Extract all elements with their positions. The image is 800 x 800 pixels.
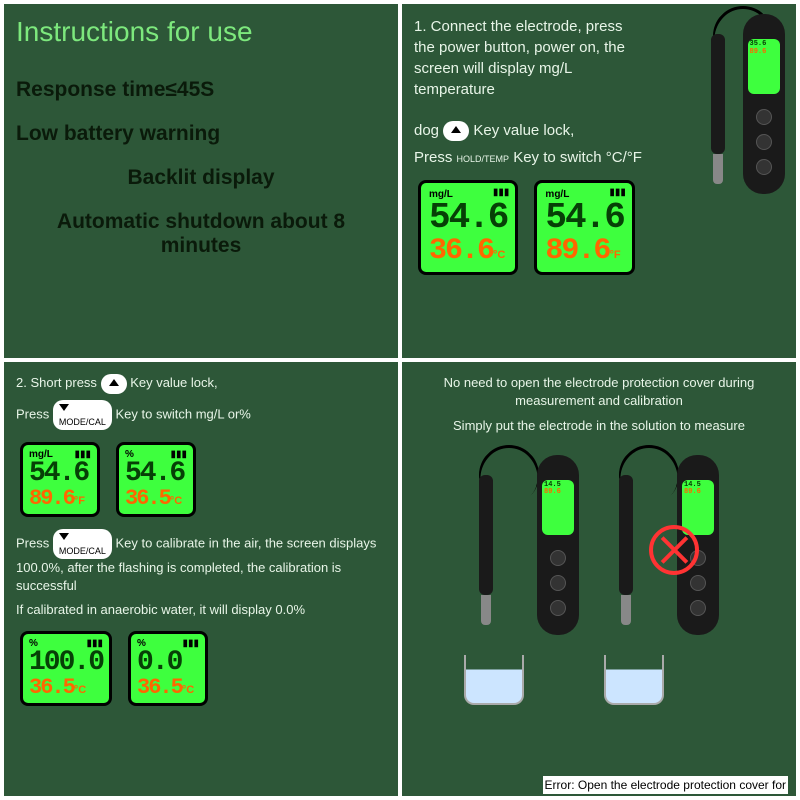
lcd-display-1: ▮▮▮ mg/L 54.6 36.6°C bbox=[418, 180, 518, 275]
lcd-tempunit: °C bbox=[493, 249, 505, 261]
lcd-display-4: ▮▮▮ % 54.6 36.5°C bbox=[116, 442, 196, 517]
lcd-tempunit: °C bbox=[182, 684, 194, 696]
step1-line3: Press HOLD/TEMP Key to switch °C/°F bbox=[414, 147, 784, 168]
panel-usage: No need to open the electrode protection… bbox=[402, 362, 796, 796]
device-button-icon bbox=[756, 134, 772, 150]
key-label: MODE/CAL bbox=[59, 416, 106, 429]
battery-icon: ▮▮▮ bbox=[609, 187, 626, 198]
lcd-tempunit: °F bbox=[74, 495, 85, 507]
text: Press bbox=[414, 149, 452, 166]
usage-text2: Simply put the electrode in the solution… bbox=[414, 417, 784, 435]
lcd-temp: 36.6 bbox=[429, 234, 493, 268]
screen-temp: 89.6 bbox=[750, 49, 778, 57]
lcd-tempunit: °C bbox=[170, 495, 182, 507]
key-down-icon: MODE/CAL bbox=[53, 529, 112, 559]
usage-text1: No need to open the electrode protection… bbox=[414, 374, 784, 410]
text: Press bbox=[16, 535, 49, 550]
lcd-value: 0.0 bbox=[137, 649, 199, 677]
panel-step1: 1. Connect the electrode, press the powe… bbox=[402, 4, 796, 358]
lcd-tempunit: °F bbox=[609, 249, 620, 261]
battery-icon: ▮▮▮ bbox=[87, 638, 104, 649]
step2-line4: If calibrated in anaerobic water, it wil… bbox=[16, 601, 386, 619]
probe-icon bbox=[619, 475, 633, 595]
main-title: Instructions for use bbox=[16, 16, 386, 48]
step1-text: 1. Connect the electrode, press the powe… bbox=[414, 16, 644, 100]
lcd-display-6: ▮▮▮ % 0.0 36.5°C bbox=[128, 631, 208, 706]
feature-2: Low battery warning bbox=[16, 122, 386, 146]
feature-3: Backlit display bbox=[16, 166, 386, 190]
device-illustration: 35.6 89.6 bbox=[741, 14, 786, 294]
panel-features: Instructions for use Response time≤45S L… bbox=[4, 4, 398, 358]
device-screen: 14.5 89.6 bbox=[542, 480, 574, 535]
key-up-icon bbox=[443, 121, 469, 140]
glass-icon bbox=[464, 655, 524, 705]
battery-icon: ▮▮▮ bbox=[183, 638, 200, 649]
device-wrong: 14.5 89.6 bbox=[619, 445, 719, 725]
feature-4: Automatic shutdown about 8 minutes bbox=[16, 210, 386, 258]
battery-icon: ▮▮▮ bbox=[493, 187, 510, 198]
lcd-row: ▮▮▮ mg/L 54.6 36.6°C ▮▮▮ mg/L 54.6 89.6°… bbox=[414, 176, 784, 279]
text: Key to switch mg/L or% bbox=[116, 406, 251, 421]
device-button-icon bbox=[690, 575, 706, 591]
device-button-icon bbox=[550, 550, 566, 566]
cross-icon bbox=[649, 525, 699, 575]
device-button-icon bbox=[690, 600, 706, 616]
battery-icon: ▮▮▮ bbox=[170, 449, 187, 460]
step2-line3: Press MODE/CAL Key to calibrate in the a… bbox=[16, 529, 386, 595]
key-label: MODE/CAL bbox=[59, 545, 106, 558]
lcd-row: ▮▮▮ % 100.0 36.5°C ▮▮▮ % 0.0 36.5°C bbox=[16, 627, 386, 710]
lcd-temp: 36.5 bbox=[137, 675, 182, 700]
lcd-value: 54.6 bbox=[429, 200, 507, 236]
battery-icon: ▮▮▮ bbox=[74, 449, 91, 460]
lcd-temp: 89.6 bbox=[545, 234, 609, 268]
text: Key value lock, bbox=[130, 375, 217, 390]
probe-icon bbox=[711, 34, 725, 154]
error-text: Error: Open the electrode protection cov… bbox=[543, 776, 788, 794]
lcd-value: 54.6 bbox=[545, 200, 623, 236]
step1-line2: dog Key value lock, bbox=[414, 120, 784, 141]
lcd-temp: 89.6 bbox=[29, 486, 74, 511]
glass-icon bbox=[604, 655, 664, 705]
lcd-tempunit: °C bbox=[74, 684, 86, 696]
device-screen: 35.6 89.6 bbox=[748, 39, 780, 94]
text: 2. Short press bbox=[16, 375, 97, 390]
text: dog bbox=[414, 122, 439, 139]
screen-temp: 89.6 bbox=[684, 489, 712, 497]
device-body: 35.6 89.6 bbox=[743, 14, 785, 194]
device-button-icon bbox=[550, 600, 566, 616]
screen-temp: 89.6 bbox=[544, 489, 572, 497]
lcd-display-3: ▮▮▮ mg/L 54.6 89.6°F bbox=[20, 442, 100, 517]
lcd-temp: 36.5 bbox=[125, 486, 170, 511]
text: Key value lock, bbox=[473, 122, 574, 139]
device-button-icon bbox=[550, 575, 566, 591]
text: Press bbox=[16, 406, 49, 421]
lcd-row: ▮▮▮ mg/L 54.6 89.6°F ▮▮▮ % 54.6 36.5°C bbox=[16, 438, 386, 521]
lcd-display-2: ▮▮▮ mg/L 54.6 89.6°F bbox=[534, 180, 634, 275]
device-body: 14.5 89.6 bbox=[537, 455, 579, 635]
lcd-value: 100.0 bbox=[29, 649, 103, 677]
lcd-value: 54.6 bbox=[125, 460, 187, 488]
key-up-icon bbox=[101, 374, 127, 393]
device-correct: 14.5 89.6 bbox=[479, 445, 579, 725]
device-button-icon bbox=[756, 159, 772, 175]
lcd-value: 54.6 bbox=[29, 460, 91, 488]
key-label: HOLD/TEMP bbox=[457, 154, 510, 164]
key-down-icon: MODE/CAL bbox=[53, 400, 112, 430]
device-button-icon bbox=[756, 109, 772, 125]
lcd-temp: 36.5 bbox=[29, 675, 74, 700]
text: Key to switch °C/°F bbox=[513, 149, 642, 166]
panel-step2: 2. Short press Key value lock, Press MOD… bbox=[4, 362, 398, 796]
lcd-display-5: ▮▮▮ % 100.0 36.5°C bbox=[20, 631, 112, 706]
device-screen: 14.5 89.6 bbox=[682, 480, 714, 535]
feature-1: Response time≤45S bbox=[16, 78, 386, 102]
step2-line2: Press MODE/CAL Key to switch mg/L or% bbox=[16, 400, 386, 430]
probe-icon bbox=[479, 475, 493, 595]
device-comparison: 14.5 89.6 14.5 89.6 bbox=[414, 445, 784, 725]
step2-line1: 2. Short press Key value lock, bbox=[16, 374, 386, 393]
